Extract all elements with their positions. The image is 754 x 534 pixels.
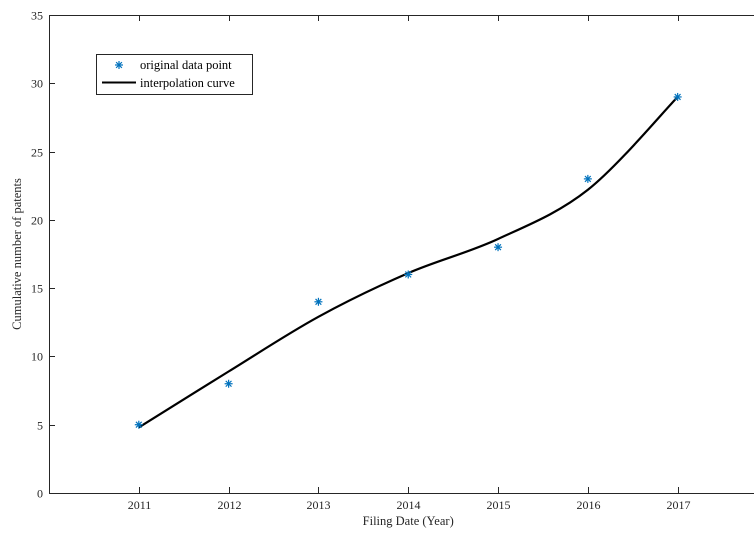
legend-label-curve: interpolation curve [140, 76, 235, 90]
data-point [673, 92, 682, 101]
legend-box [96, 54, 253, 95]
x-axis-title: Filing Date (Year) [363, 514, 454, 528]
legend-asterisk [115, 61, 123, 69]
data-point [314, 297, 323, 306]
data-point [224, 379, 233, 388]
data-point [583, 174, 592, 183]
data-point [494, 243, 503, 252]
y-tick-label: 15 [31, 282, 43, 296]
y-tick-label: 0 [37, 487, 43, 501]
x-tick-label: 2017 [667, 498, 691, 512]
x-tick-label: 2014 [397, 498, 421, 512]
y-tick-label: 35 [31, 9, 43, 23]
y-tick-label: 5 [37, 419, 43, 433]
x-axis-ticks: 2011 2012 2013 2014 2015 2016 2017 [128, 15, 691, 512]
x-tick-label: 2013 [307, 498, 331, 512]
legend: original data point interpolation curve [96, 54, 253, 95]
y-axis-title: Cumulative number of patents [10, 178, 24, 330]
y-tick-label: 20 [31, 214, 43, 228]
data-point-series [134, 92, 682, 429]
x-tick-label: 2015 [487, 498, 511, 512]
x-tick-label: 2011 [128, 498, 152, 512]
y-axis-ticks: 0 5 10 15 20 25 30 35 [31, 9, 55, 501]
legend-label-data-points: original data point [140, 58, 232, 72]
data-point [404, 270, 413, 279]
data-point [134, 420, 143, 429]
x-tick-label: 2016 [577, 498, 601, 512]
x-tick-label: 2012 [218, 498, 242, 512]
y-tick-label: 30 [31, 77, 43, 91]
interpolation-curve-series [138, 96, 679, 429]
y-tick-label: 25 [31, 146, 43, 160]
interpolation-curve-line [138, 96, 679, 429]
plot-area: 2011 2012 2013 2014 2015 2016 2017 0 5 10 15 20 25 3… [31, 9, 754, 512]
y-tick-label: 10 [31, 350, 43, 364]
legend-asterisk-marker [115, 61, 123, 69]
